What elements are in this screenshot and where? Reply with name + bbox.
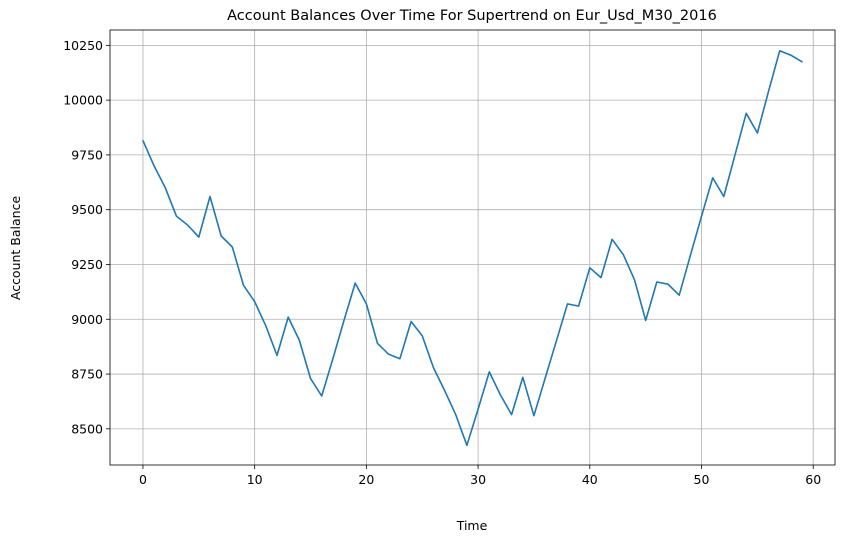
x-tick-label: 40	[582, 472, 598, 487]
y-tick-label: 10000	[63, 93, 103, 108]
y-tick-label: 9750	[71, 147, 103, 162]
x-tick-label: 0	[139, 472, 147, 487]
x-tick-label: 60	[805, 472, 821, 487]
series-layer	[142, 49, 803, 447]
y-tick-label: 10250	[63, 38, 103, 53]
plot-frame	[109, 29, 836, 466]
grid	[110, 30, 835, 465]
y-axis-label: Account Balance	[8, 196, 23, 301]
x-axis-ticks: 0 10 20 30 40 50 60	[139, 465, 821, 487]
x-axis-label: Time	[456, 518, 488, 533]
x-tick-label: 50	[694, 472, 710, 487]
y-tick-label: 9500	[71, 202, 103, 217]
y-tick-label: 8750	[71, 367, 103, 382]
y-axis-ticks: 8500 8750 9000 9250 9500 9750 10000 10250	[63, 38, 110, 436]
chart-title: Account Balances Over Time For Supertren…	[227, 8, 717, 24]
y-tick-label: 8500	[71, 421, 103, 436]
x-tick-label: 30	[470, 472, 486, 487]
x-tick-label: 10	[247, 472, 263, 487]
series-line	[142, 49, 803, 447]
y-tick-label: 9000	[71, 312, 103, 327]
x-tick-label: 20	[358, 472, 374, 487]
y-tick-label: 9250	[71, 257, 103, 272]
